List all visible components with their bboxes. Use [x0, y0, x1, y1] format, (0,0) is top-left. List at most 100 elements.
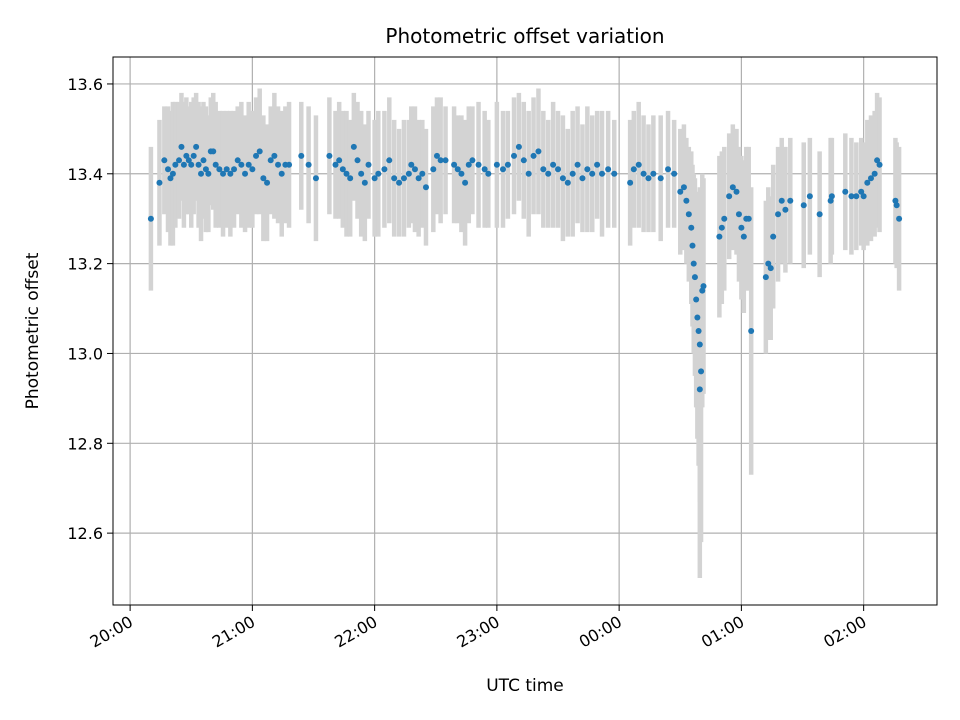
- data-point: [726, 193, 733, 200]
- data-point: [256, 148, 263, 155]
- data-point: [433, 152, 440, 159]
- data-point: [161, 157, 168, 164]
- data-point: [245, 161, 252, 168]
- data-point: [391, 175, 398, 182]
- data-point: [354, 157, 361, 164]
- data-point: [520, 157, 527, 164]
- data-point: [853, 193, 860, 200]
- data-point: [782, 206, 789, 213]
- data-point: [347, 175, 354, 182]
- data-point: [481, 166, 488, 173]
- data-point: [381, 166, 388, 173]
- data-point: [454, 166, 461, 173]
- data-point: [564, 179, 571, 186]
- data-point: [193, 143, 200, 150]
- data-point: [530, 152, 537, 159]
- data-point: [458, 170, 465, 177]
- data-point: [415, 175, 422, 182]
- data-point: [339, 166, 346, 173]
- data-point: [242, 170, 249, 177]
- data-point: [691, 274, 698, 281]
- data-point: [540, 166, 547, 173]
- data-point: [584, 166, 591, 173]
- data-point: [574, 161, 581, 168]
- data-point: [550, 161, 557, 168]
- data-point: [589, 170, 596, 177]
- y-tick-label: 12.6: [67, 524, 103, 543]
- data-point: [699, 287, 706, 294]
- data-point: [689, 242, 696, 249]
- data-point: [896, 215, 903, 222]
- data-point: [842, 188, 849, 195]
- data-point: [365, 161, 372, 168]
- data-point: [400, 175, 407, 182]
- data-point: [178, 143, 185, 150]
- data-point: [579, 175, 586, 182]
- data-point: [326, 152, 333, 159]
- data-point: [312, 175, 319, 182]
- data-point: [422, 184, 429, 191]
- data-point: [176, 157, 183, 164]
- data-point: [361, 179, 368, 186]
- data-point: [864, 179, 871, 186]
- data-point: [871, 170, 878, 177]
- data-point: [462, 179, 469, 186]
- data-point: [465, 161, 472, 168]
- data-point: [775, 211, 782, 218]
- data-point: [688, 224, 695, 231]
- data-point: [408, 161, 415, 168]
- data-point: [172, 161, 179, 168]
- data-point: [298, 152, 305, 159]
- data-point: [650, 170, 657, 177]
- data-point: [234, 157, 241, 164]
- data-point: [411, 166, 418, 173]
- data-point: [156, 179, 163, 186]
- data-point: [183, 152, 190, 159]
- data-point: [396, 179, 403, 186]
- data-point: [698, 368, 705, 375]
- data-point: [738, 224, 745, 231]
- data-point: [860, 193, 867, 200]
- data-point: [469, 157, 476, 164]
- data-point: [594, 161, 601, 168]
- data-point: [665, 166, 672, 173]
- data-point: [640, 170, 647, 177]
- data-point: [493, 161, 500, 168]
- data-point: [683, 197, 690, 204]
- data-point: [599, 170, 606, 177]
- data-point: [475, 161, 482, 168]
- data-point: [419, 170, 426, 177]
- data-point: [695, 328, 702, 334]
- data-point: [559, 175, 566, 182]
- data-point: [680, 184, 687, 191]
- data-point: [451, 161, 458, 168]
- data-point: [696, 386, 703, 393]
- data-point: [200, 157, 207, 164]
- data-point: [778, 197, 785, 204]
- data-point: [767, 265, 774, 272]
- data-point: [485, 170, 492, 177]
- data-point: [555, 166, 562, 173]
- data-point: [510, 152, 517, 159]
- data-point: [430, 166, 437, 173]
- data-point: [238, 161, 245, 168]
- data-point: [332, 161, 339, 168]
- y-tick-label: 13.4: [67, 165, 103, 184]
- x-axis-label: UTC time: [486, 676, 564, 696]
- data-point: [185, 157, 192, 164]
- data-point: [147, 215, 154, 222]
- data-point: [249, 166, 256, 173]
- data-point: [700, 283, 707, 290]
- data-point: [671, 170, 678, 177]
- data-point: [169, 170, 176, 177]
- data-point: [677, 188, 684, 195]
- data-point: [848, 193, 855, 200]
- data-point: [762, 274, 769, 281]
- data-point: [336, 157, 343, 164]
- data-point: [876, 161, 883, 168]
- data-point: [800, 202, 807, 209]
- data-point: [165, 166, 172, 173]
- data-point: [499, 166, 506, 173]
- data-point: [205, 170, 212, 177]
